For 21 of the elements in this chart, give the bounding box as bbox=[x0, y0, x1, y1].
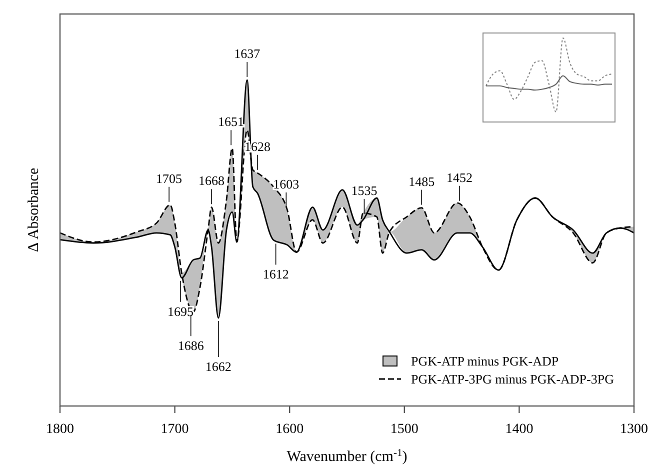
x-tick-label: 1400 bbox=[505, 422, 534, 437]
x-tick-label: 1800 bbox=[46, 422, 74, 437]
annotation: 1668 bbox=[198, 173, 225, 188]
annotation: 1612 bbox=[262, 266, 289, 282]
annotation: 1535 bbox=[351, 182, 378, 198]
annotation: 1452 bbox=[446, 170, 473, 185]
x-axis-title: Wavenumber (cm$^{-1}$) bbox=[286, 448, 408, 465]
annotation: 1695 bbox=[168, 304, 194, 319]
annotation: 1485 bbox=[408, 174, 435, 189]
legend-label: PGK-ATP-3PG minus PGK-ADP-3PG bbox=[411, 372, 614, 386]
annotation: 1603 bbox=[273, 176, 300, 192]
x-tick-label: 1700 bbox=[160, 422, 189, 437]
annotation: 1662 bbox=[205, 358, 232, 374]
x-tick-label: 1300 bbox=[620, 422, 648, 437]
legend-label: PGK-ATP minus PGK-ADP bbox=[411, 354, 559, 368]
annotation: 1686 bbox=[178, 338, 204, 354]
annotation: 1705 bbox=[156, 170, 182, 186]
x-tick-label: 1600 bbox=[276, 422, 304, 437]
y-axis-title: Δ Absorbance bbox=[26, 168, 42, 252]
x-tick-label: 1500 bbox=[390, 422, 418, 437]
annotation: 1637 bbox=[234, 46, 261, 61]
